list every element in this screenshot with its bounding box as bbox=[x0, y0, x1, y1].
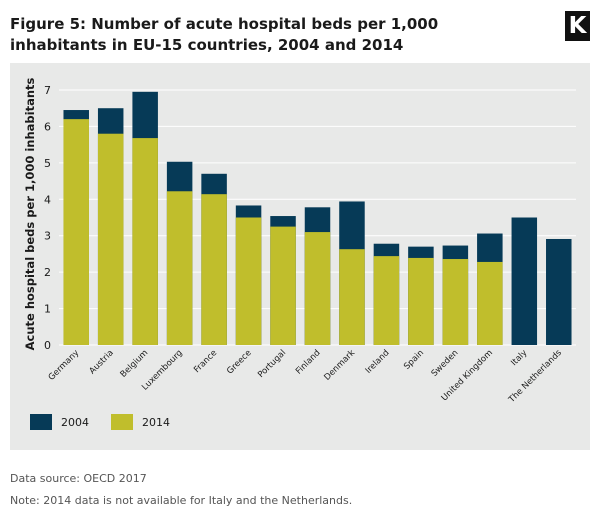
y-axis-label: Acute hospital beds per 1,000 inhabitant… bbox=[23, 77, 37, 350]
bar-2004 bbox=[546, 238, 572, 345]
bar-2014 bbox=[304, 232, 331, 345]
bar-2014 bbox=[477, 261, 503, 345]
y-tick-labels: 0 1 2 3 4 5 6 7 bbox=[44, 84, 51, 352]
y-tick-label: 3 bbox=[44, 230, 51, 243]
x-tick-label: Spain bbox=[402, 348, 426, 372]
bar-chart: 0 1 2 3 4 5 6 7 Germany Austria BelgiumLuxembourg… bbox=[23, 77, 576, 406]
x-tick-label: Finland bbox=[294, 348, 323, 377]
x-tick-label: Belgium bbox=[119, 348, 151, 380]
y-tick-label: 4 bbox=[44, 193, 51, 206]
y-tick-label: 7 bbox=[44, 84, 51, 97]
footnote: Note: 2014 data is not available for Ita… bbox=[10, 494, 353, 507]
y-tick-label: 1 bbox=[44, 303, 51, 316]
x-tick-label: Austria bbox=[88, 348, 116, 376]
x-tick-label: Sweden bbox=[430, 348, 461, 379]
x-tick-label: Ireland bbox=[364, 348, 392, 376]
data-source: Data source: OECD 2017 bbox=[10, 472, 147, 485]
legend-label-2014: 2014 bbox=[142, 415, 170, 429]
x-tick-label: Denmark bbox=[322, 348, 357, 383]
y-tick-label: 6 bbox=[44, 120, 51, 133]
x-tick-label: Italy bbox=[509, 348, 529, 368]
bar-2014 bbox=[442, 259, 469, 345]
bar-2014 bbox=[235, 217, 262, 345]
y-tick-label: 0 bbox=[44, 339, 51, 352]
bar-2014 bbox=[97, 133, 124, 345]
brand-logo: K bbox=[565, 11, 590, 41]
bar-2014 bbox=[408, 257, 434, 345]
legend-label-2004: 2004 bbox=[61, 415, 89, 429]
chart-title: Figure 5: Number of acute hospital beds … bbox=[10, 15, 439, 54]
y-tick-label: 2 bbox=[44, 266, 51, 279]
bar-2014 bbox=[201, 194, 227, 345]
x-tick-label: Germany bbox=[47, 348, 82, 383]
bar-2014 bbox=[373, 256, 400, 345]
bar-2014 bbox=[270, 226, 296, 345]
chart-panel: 0 1 2 3 4 5 6 7 Germany Austria Belgium Luxembourg… bbox=[10, 63, 590, 450]
bar-2004 bbox=[511, 217, 538, 345]
bar-2014 bbox=[132, 138, 158, 345]
legend: 2004 2014 bbox=[30, 414, 192, 430]
x-tick-label: Greece bbox=[225, 348, 253, 376]
bars bbox=[63, 91, 572, 346]
legend-swatch-2014 bbox=[111, 414, 133, 430]
bar-2014 bbox=[339, 249, 365, 345]
legend-item-2014: 2014 bbox=[111, 414, 170, 430]
x-tick-label: France bbox=[192, 348, 219, 375]
bar-2014 bbox=[166, 191, 193, 345]
legend-swatch-2004 bbox=[30, 414, 52, 430]
y-tick-label: 5 bbox=[44, 157, 51, 170]
x-tick-label: Portugal bbox=[256, 348, 288, 380]
legend-item-2004: 2004 bbox=[30, 414, 89, 430]
bar-2014 bbox=[63, 119, 89, 345]
